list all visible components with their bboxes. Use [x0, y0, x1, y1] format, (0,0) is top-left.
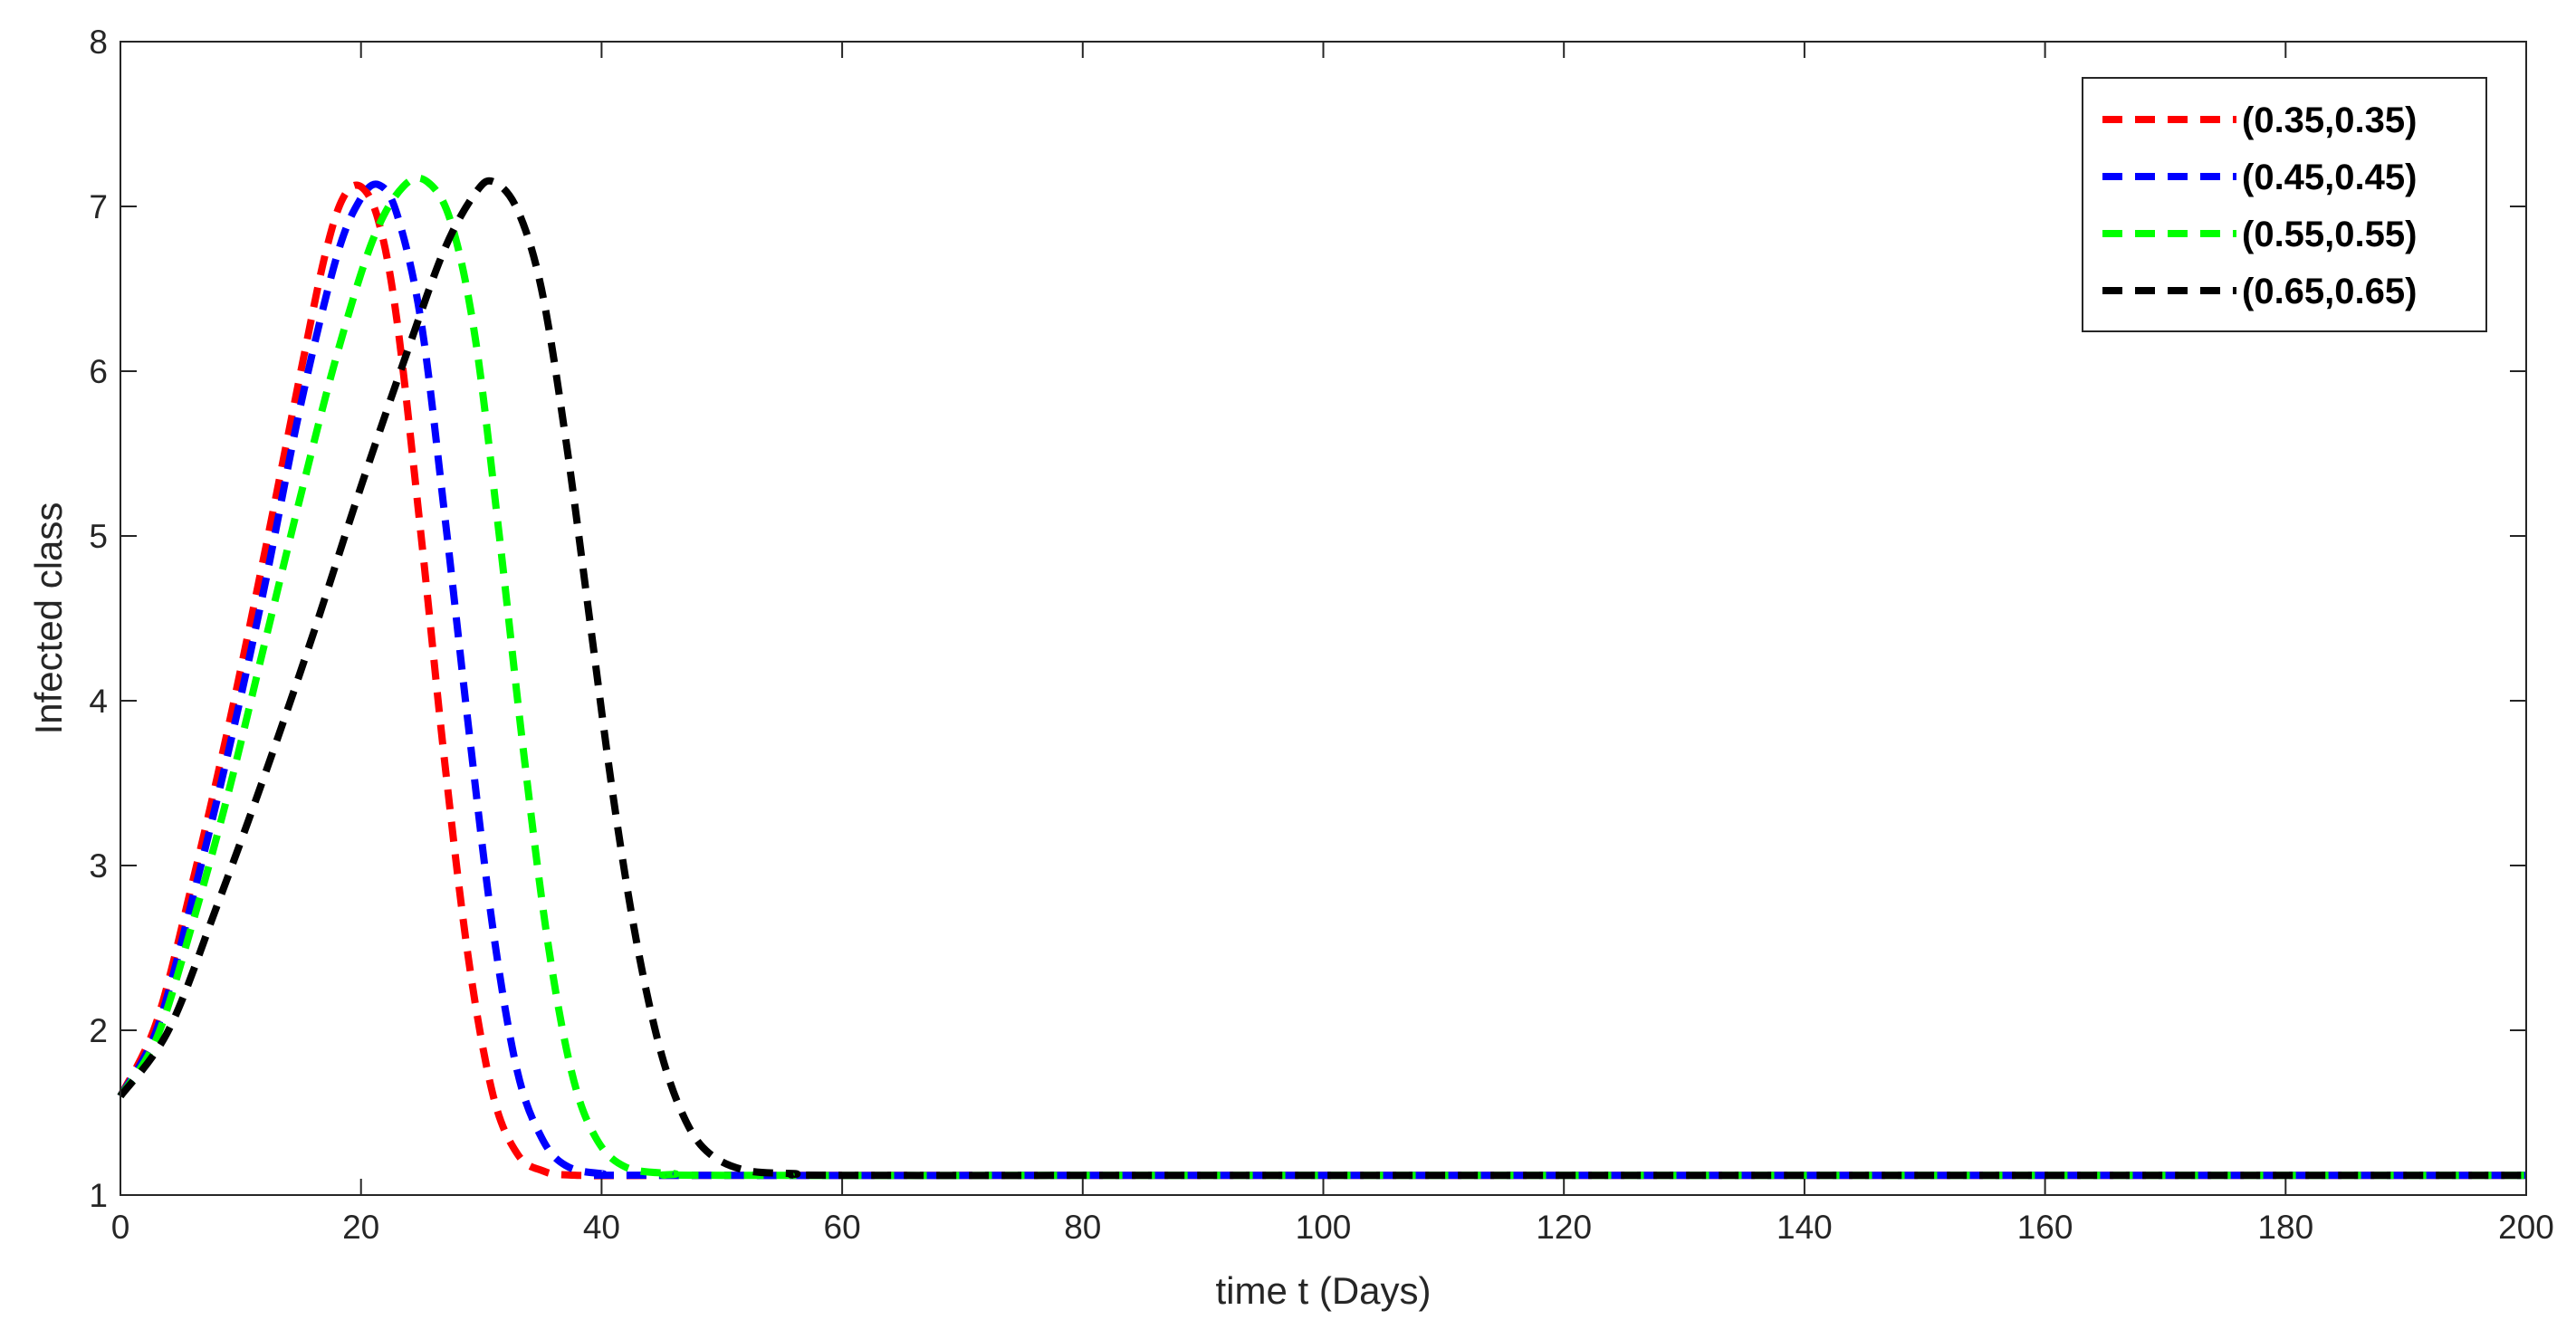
- x-tick-label: 160: [2017, 1209, 2073, 1246]
- y-tick-label: 7: [89, 188, 108, 225]
- y-axis-ticks: 1 2 3 4 5 6 7 8: [89, 24, 2526, 1214]
- x-tick-label: 100: [1296, 1209, 1352, 1246]
- x-tick-label: 0: [111, 1209, 130, 1246]
- y-tick-label: 6: [89, 353, 108, 390]
- y-axis-label: Infected class: [27, 502, 70, 735]
- legend: (0.35,0.35) (0.45,0.45) (0.55,0.55) (0.65,0…: [2082, 77, 2487, 332]
- legend-label-4: (0.65,0.65): [2242, 272, 2417, 311]
- x-axis-ticks: 0 20 40 60 80 100 120 140 160 180 200: [111, 42, 2554, 1246]
- x-tick-label: 140: [1776, 1209, 1833, 1246]
- y-tick-label: 8: [89, 24, 108, 61]
- plot-lines: [117, 174, 2526, 1180]
- legend-label-3: (0.55,0.55): [2242, 215, 2417, 254]
- y-tick-label: 5: [89, 518, 108, 555]
- series-line-1: [117, 181, 2526, 1180]
- series-line-4: [117, 177, 2526, 1180]
- x-tick-label: 40: [583, 1209, 620, 1246]
- series-line-2: [117, 180, 2526, 1180]
- x-tick-label: 120: [1536, 1209, 1592, 1246]
- y-tick-label: 4: [89, 683, 108, 720]
- x-tick-label: 20: [342, 1209, 379, 1246]
- series-line-3: [117, 174, 2526, 1180]
- x-tick-label: 80: [1064, 1209, 1101, 1246]
- y-tick-label: 2: [89, 1012, 108, 1049]
- legend-label-2: (0.45,0.45): [2242, 158, 2417, 197]
- x-axis-label: time t (Days): [1215, 1269, 1431, 1312]
- legend-label-1: (0.35,0.35): [2242, 100, 2417, 140]
- x-tick-label: 200: [2498, 1209, 2554, 1246]
- y-tick-label: 3: [89, 847, 108, 885]
- x-tick-label: 180: [2257, 1209, 2313, 1246]
- y-tick-label: 1: [89, 1177, 108, 1214]
- x-tick-label: 60: [824, 1209, 861, 1246]
